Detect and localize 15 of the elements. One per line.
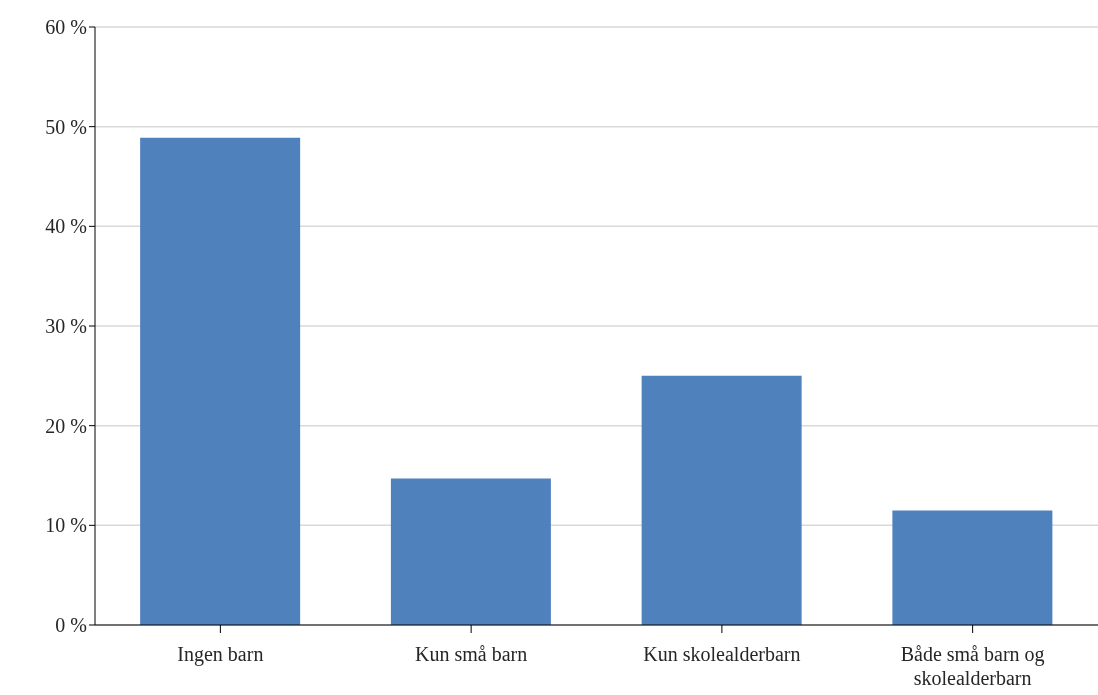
x-tick-label: Ingen barn	[177, 643, 264, 666]
x-tick-label: Kun skolealderbarn	[643, 643, 801, 665]
y-tick-label: 40 %	[45, 215, 87, 238]
bar	[140, 137, 301, 625]
bar	[641, 375, 802, 625]
y-tick-label: 10 %	[45, 514, 87, 537]
y-tick-label: 50 %	[45, 115, 87, 138]
bar	[892, 510, 1053, 625]
y-tick-label: 0 %	[55, 614, 87, 637]
y-tick-label: 20 %	[45, 414, 87, 437]
x-tick-label: Både små barn og skolealderbarn	[900, 643, 1045, 689]
y-tick-label: 30 %	[45, 315, 87, 338]
x-tick-label: Kun små barn	[415, 643, 528, 665]
bar	[390, 478, 551, 625]
y-tick-label: 60 %	[45, 16, 87, 39]
